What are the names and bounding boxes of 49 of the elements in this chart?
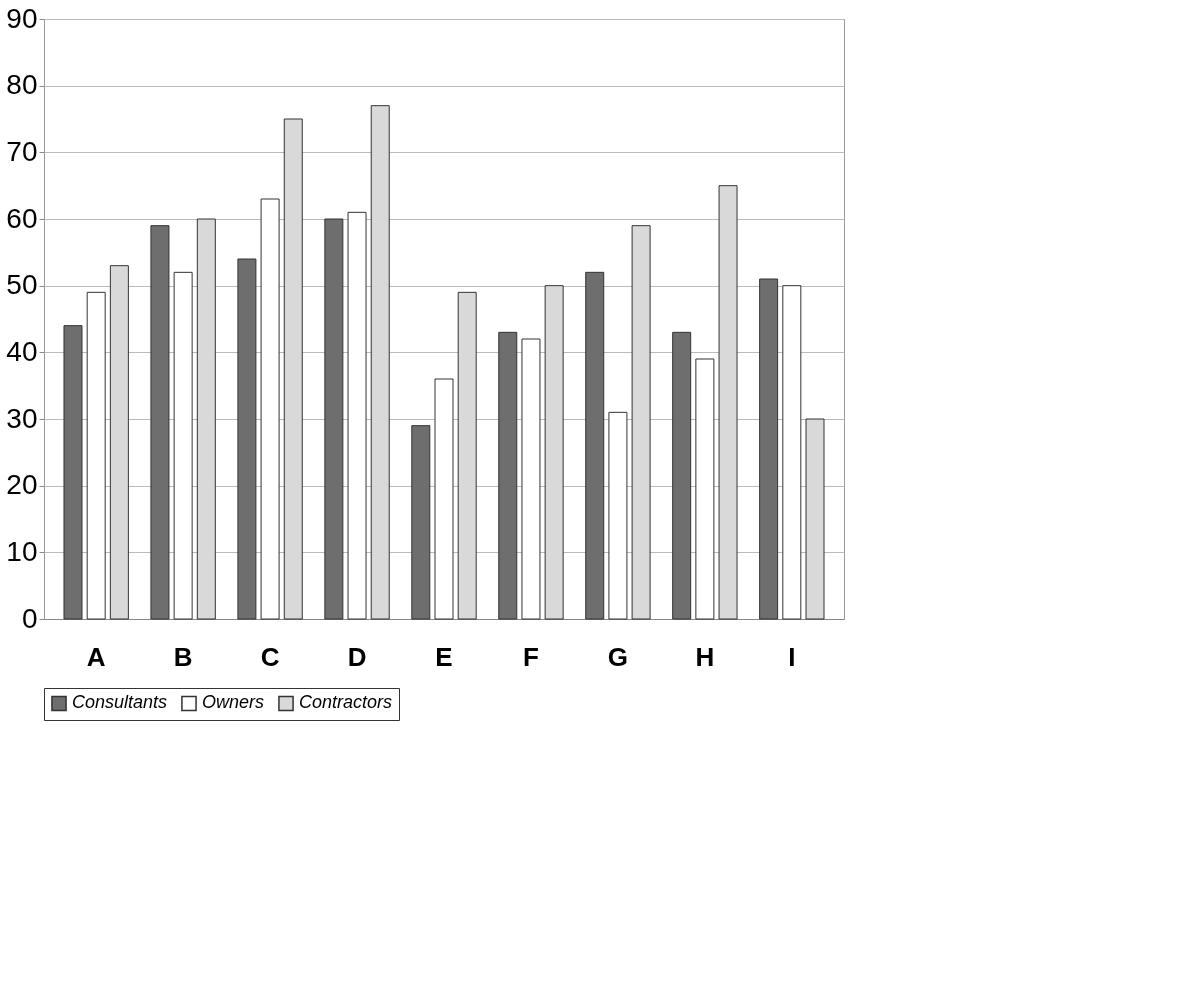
bar [805, 418, 825, 620]
x-tick-label: D [347, 641, 367, 672]
bar [544, 285, 564, 620]
bar [411, 425, 431, 620]
x-tick-label: I [788, 641, 796, 672]
bar [672, 331, 692, 620]
bar [695, 358, 715, 620]
y-tick-label: 80 [6, 69, 38, 101]
y-tick-label: 50 [6, 269, 38, 301]
y-tick-label: 70 [6, 135, 38, 167]
bar [86, 291, 106, 620]
bar [498, 331, 518, 620]
bar [631, 225, 651, 620]
legend-label: Consultants [72, 692, 168, 713]
legend-label: Owners [202, 692, 265, 713]
bar [585, 271, 605, 620]
bar [347, 211, 367, 620]
y-tick-label: 30 [6, 402, 38, 434]
bar [173, 271, 193, 620]
x-tick-label: F [523, 641, 539, 672]
y-tick-label: 40 [6, 335, 38, 367]
bar [237, 258, 257, 620]
bar [759, 278, 779, 620]
bar [370, 105, 390, 620]
bar [434, 378, 454, 620]
bar [150, 225, 170, 620]
bar [457, 291, 477, 620]
y-tick-label: 20 [6, 469, 38, 501]
y-tick-label: 90 [6, 2, 38, 34]
bar [718, 185, 738, 620]
y-tick-label: 0 [21, 602, 38, 634]
x-tick-label: A [86, 641, 106, 672]
bar [63, 325, 83, 620]
y-tick-label: 10 [6, 535, 38, 567]
bar [109, 265, 129, 620]
y-tick-label: 60 [6, 202, 38, 234]
x-tick-label: C [260, 641, 280, 672]
bar [260, 198, 280, 620]
x-tick-label: H [695, 641, 715, 672]
x-tick-label: B [173, 641, 193, 672]
x-tick-label: G [607, 641, 629, 672]
bar [324, 218, 344, 620]
legend-label: Contractors [299, 692, 393, 713]
bar [782, 285, 802, 620]
bar [521, 338, 541, 620]
x-tick-label: E [435, 641, 453, 672]
bar [196, 218, 216, 620]
bar [283, 118, 303, 620]
bar [608, 411, 628, 620]
